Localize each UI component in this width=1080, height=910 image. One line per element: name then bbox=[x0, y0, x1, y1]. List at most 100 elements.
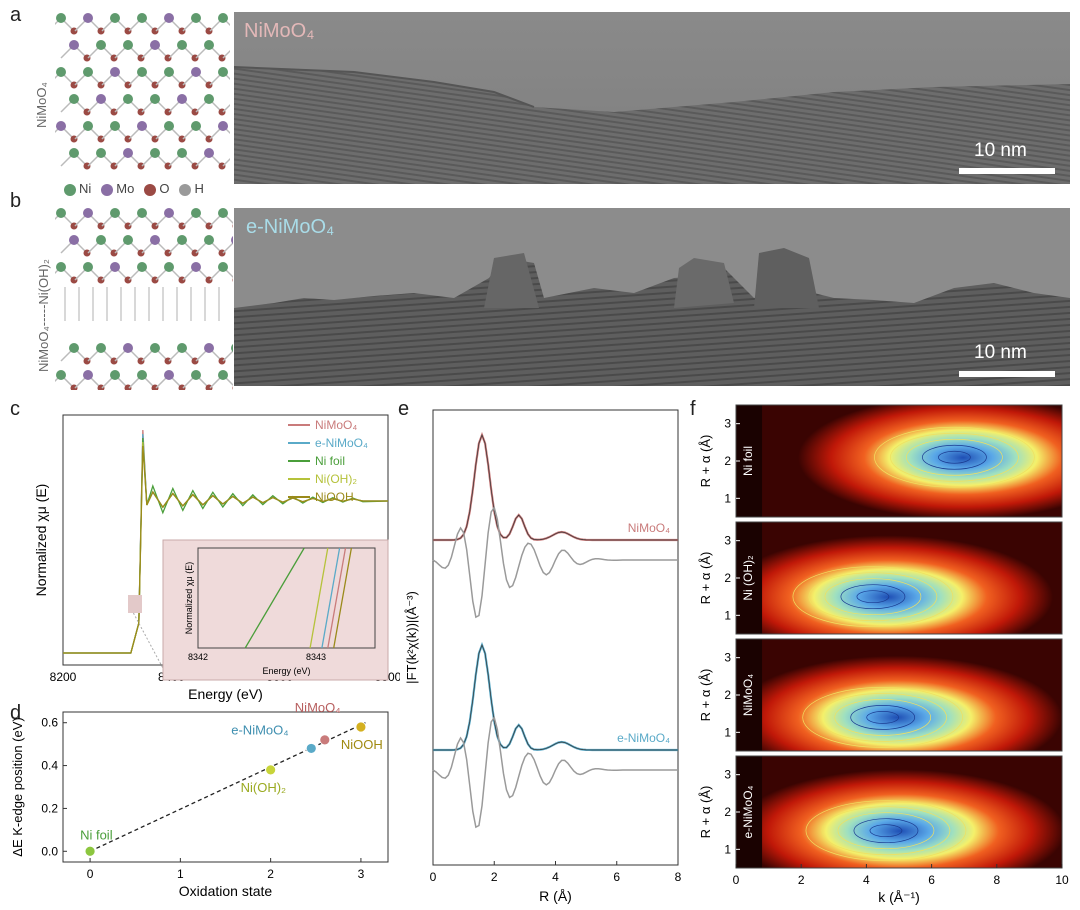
wt-map bbox=[762, 405, 1062, 517]
wt-contour bbox=[792, 566, 954, 628]
chart-f-wavelet: 1 2 3 R + α (Å) Ni foil 1 2 3 R + α (Å) Ni (OH)₂ 1… bbox=[698, 404, 1069, 905]
plot-frame bbox=[62, 711, 389, 863]
legend-label: e-NiMoO₄ bbox=[315, 436, 368, 450]
inset-plot-frame bbox=[197, 547, 376, 649]
chart-c-xanes: 8200840086008800Energy (eV)Normalized χμ… bbox=[33, 414, 400, 702]
atom bbox=[69, 343, 79, 353]
atom bbox=[205, 384, 213, 390]
atom-legend-item: H bbox=[179, 181, 204, 196]
atom bbox=[70, 384, 78, 390]
legend-label: NiMoO₄ bbox=[315, 418, 357, 432]
atom-legend-label: O bbox=[159, 181, 170, 196]
atom bbox=[96, 40, 106, 50]
series-label: e-NiMoO₄ bbox=[617, 731, 670, 745]
structure-label-b: NiMoO₄-----Ni(OH)₂ bbox=[36, 259, 51, 372]
x-tick-label: 8 bbox=[993, 873, 1000, 887]
atom bbox=[137, 13, 147, 23]
y-tick-label: 2 bbox=[724, 454, 731, 468]
atom bbox=[97, 384, 105, 390]
atom bbox=[150, 343, 160, 353]
map-label: NiMoO₄ bbox=[741, 674, 755, 716]
wt-contour bbox=[890, 432, 1019, 482]
atom bbox=[110, 67, 120, 77]
wt-contour bbox=[850, 705, 916, 730]
series-label: NiMoO₄ bbox=[628, 521, 670, 535]
atom bbox=[218, 208, 228, 218]
atom-legend-label: Mo bbox=[116, 181, 135, 196]
atom bbox=[69, 235, 79, 245]
atom bbox=[164, 370, 174, 380]
spectrum-line bbox=[63, 445, 389, 654]
point-label: Ni(OH)₂ bbox=[241, 780, 286, 795]
map-label: Ni foil bbox=[741, 446, 755, 476]
point-label: NiOOH bbox=[341, 737, 383, 752]
map-label: Ni (OH)₂ bbox=[741, 555, 755, 601]
inset-line bbox=[309, 547, 329, 649]
atom bbox=[178, 384, 186, 390]
y-tick-label: 1 bbox=[724, 842, 731, 856]
wt-contour bbox=[874, 426, 1035, 488]
atom bbox=[150, 148, 160, 158]
atom bbox=[56, 370, 66, 380]
structure-label-a: NiMoO₄ bbox=[34, 82, 49, 128]
x-axis-label: k (Å⁻¹) bbox=[878, 889, 920, 905]
wt-contour bbox=[821, 806, 951, 856]
wt-contour bbox=[834, 699, 932, 736]
atom bbox=[150, 235, 160, 245]
wt-contour bbox=[837, 812, 935, 850]
wt-contour bbox=[805, 800, 967, 862]
atom bbox=[123, 235, 133, 245]
panel-letter-e: e bbox=[398, 398, 410, 420]
atom bbox=[204, 148, 214, 158]
x-tick-label: 0 bbox=[733, 873, 740, 887]
wt-contour bbox=[922, 444, 987, 470]
atom-legend-item: O bbox=[144, 181, 169, 196]
atom bbox=[204, 94, 214, 104]
atom bbox=[150, 94, 160, 104]
atom bbox=[191, 262, 201, 272]
atom bbox=[191, 13, 201, 23]
y-tick-label: 1 bbox=[724, 491, 731, 505]
tem-label-a: NiMoO₄ bbox=[244, 20, 315, 42]
atom bbox=[123, 40, 133, 50]
atom bbox=[204, 235, 214, 245]
atom bbox=[124, 384, 132, 390]
atom-legend: Ni Mo O H bbox=[64, 181, 204, 196]
atom-dot-icon bbox=[179, 183, 192, 196]
wt-contour bbox=[938, 450, 971, 464]
atom-dot-icon bbox=[144, 183, 157, 196]
y-tick-label: 0.2 bbox=[41, 801, 58, 815]
point-label: NiMoO₄ bbox=[295, 702, 341, 715]
scale-text-b: 10 nm bbox=[974, 342, 1027, 363]
wt-contour bbox=[818, 693, 948, 742]
atom bbox=[96, 94, 106, 104]
atom bbox=[164, 208, 174, 218]
atom bbox=[123, 343, 133, 353]
legend-label: NiOOH bbox=[315, 490, 354, 504]
atom bbox=[83, 262, 93, 272]
ft-imaginary-line bbox=[432, 715, 678, 829]
panel-letter-f: f bbox=[690, 398, 696, 420]
x-tick-label: 6 bbox=[928, 873, 935, 887]
atom bbox=[150, 40, 160, 50]
atom bbox=[83, 208, 93, 218]
y-tick-label: 3 bbox=[724, 651, 731, 665]
y-axis-label: ΔE K-edge position (eV) bbox=[10, 717, 25, 856]
atom bbox=[56, 262, 66, 272]
zoom-connector bbox=[132, 612, 166, 673]
atom bbox=[83, 67, 93, 77]
y-tick-label: 1 bbox=[724, 725, 731, 739]
atom bbox=[177, 235, 187, 245]
y-tick-label: 0.4 bbox=[41, 759, 58, 773]
atom bbox=[151, 384, 159, 390]
atom bbox=[177, 40, 187, 50]
chart-e-ft-exafs: 0 2 4 6 8 R (Å) |FT(k²χ(k))|(Å⁻³) NiMoO₄ e-NiMoO… bbox=[404, 409, 682, 904]
y-axis-label: R + α (Å) bbox=[698, 669, 713, 722]
wt-map bbox=[762, 756, 1062, 868]
inset-line bbox=[333, 547, 353, 649]
x-axis-label: Energy (eV) bbox=[188, 686, 263, 702]
tem-image-a: NiMoO₄ 10 nm bbox=[234, 12, 1070, 184]
inset-line bbox=[244, 547, 305, 649]
x-tick-label: 3 bbox=[358, 867, 365, 881]
atom bbox=[56, 13, 66, 23]
